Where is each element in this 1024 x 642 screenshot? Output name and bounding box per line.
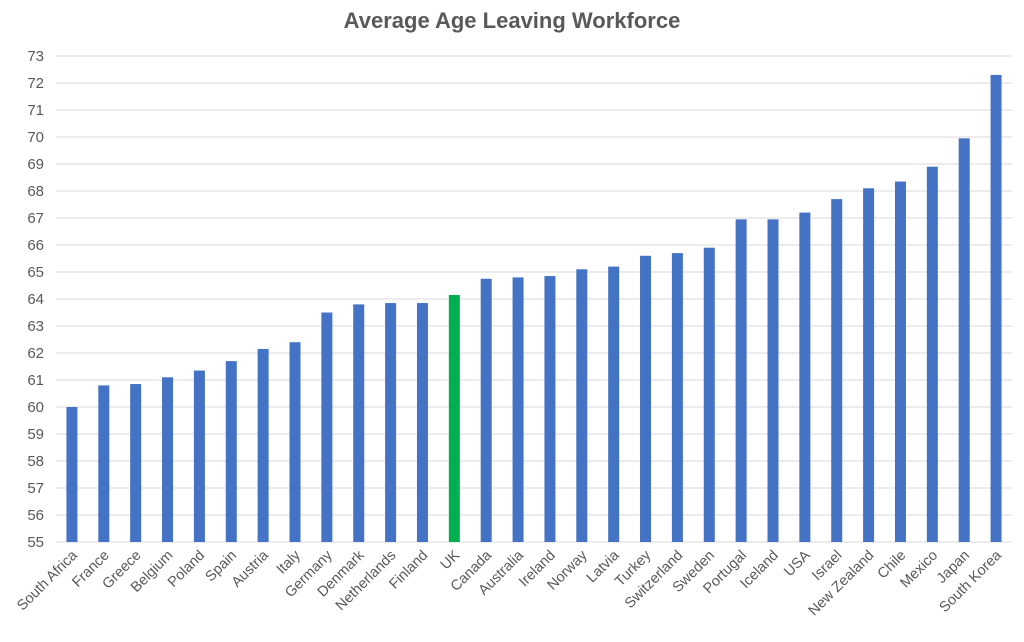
bar-ireland: [544, 276, 556, 542]
bar-israel: [831, 199, 843, 542]
bar-spain: [225, 361, 237, 542]
bar-denmark: [353, 304, 365, 542]
bar-australia: [512, 277, 524, 542]
bar-new-zealand: [863, 188, 875, 543]
y-tick-label: 69: [27, 156, 44, 173]
gridlines: [56, 55, 1012, 543]
bar-portugal: [735, 219, 747, 542]
bar-switzerland: [671, 253, 683, 542]
bar-south-korea: [990, 74, 1002, 543]
y-tick-label: 61: [27, 372, 44, 389]
bar-poland: [193, 370, 205, 542]
bar-sweden: [703, 247, 715, 542]
chart-title: Average Age Leaving Workforce: [343, 8, 681, 33]
y-tick-label: 67: [27, 210, 44, 227]
bar-south-africa: [66, 407, 78, 542]
bars: [66, 74, 1002, 543]
y-tick-label: 73: [27, 48, 44, 65]
y-tick-label: 58: [27, 453, 44, 470]
y-tick-label: 68: [27, 183, 44, 200]
x-axis-category-labels: South AfricaFranceGreeceBelgiumPolandSpa…: [14, 547, 1005, 619]
y-tick-label: 55: [27, 534, 44, 551]
x-category-label: Austria: [229, 547, 273, 591]
bar-iceland: [767, 219, 779, 542]
y-tick-label: 62: [27, 345, 44, 362]
bar-greece: [130, 384, 142, 542]
bar-france: [98, 385, 110, 542]
bar-norway: [576, 269, 588, 542]
bar-uk: [448, 294, 460, 542]
y-tick-label: 59: [27, 426, 44, 443]
x-category-label: USA: [781, 547, 814, 580]
y-tick-label: 66: [27, 237, 44, 254]
y-tick-label: 63: [27, 318, 44, 335]
bar-austria: [257, 348, 269, 542]
bar-mexico: [926, 166, 938, 542]
y-tick-label: 60: [27, 399, 44, 416]
y-tick-label: 56: [27, 507, 44, 524]
bar-finland: [416, 303, 428, 542]
bar-turkey: [640, 255, 652, 543]
bar-germany: [321, 312, 333, 542]
bar-netherlands: [385, 303, 397, 542]
bar-japan: [958, 138, 970, 542]
y-tick-label: 70: [27, 129, 44, 146]
y-tick-label: 65: [27, 264, 44, 281]
x-category-label: UK: [438, 547, 464, 573]
y-axis-tick-labels: 55 56 57 58 59 60 61 62 63 64 65 66 67 68 69 70 71 72 73: [27, 48, 44, 551]
bar-canada: [480, 278, 492, 542]
y-tick-label: 72: [27, 75, 44, 92]
y-tick-label: 71: [27, 102, 44, 119]
bar-belgium: [162, 377, 174, 542]
bar-latvia: [608, 266, 620, 542]
y-tick-label: 64: [27, 291, 44, 308]
bar-italy: [289, 342, 301, 542]
y-tick-label: 57: [27, 480, 44, 497]
bar-chile: [894, 181, 906, 543]
bar-usa: [799, 212, 811, 542]
